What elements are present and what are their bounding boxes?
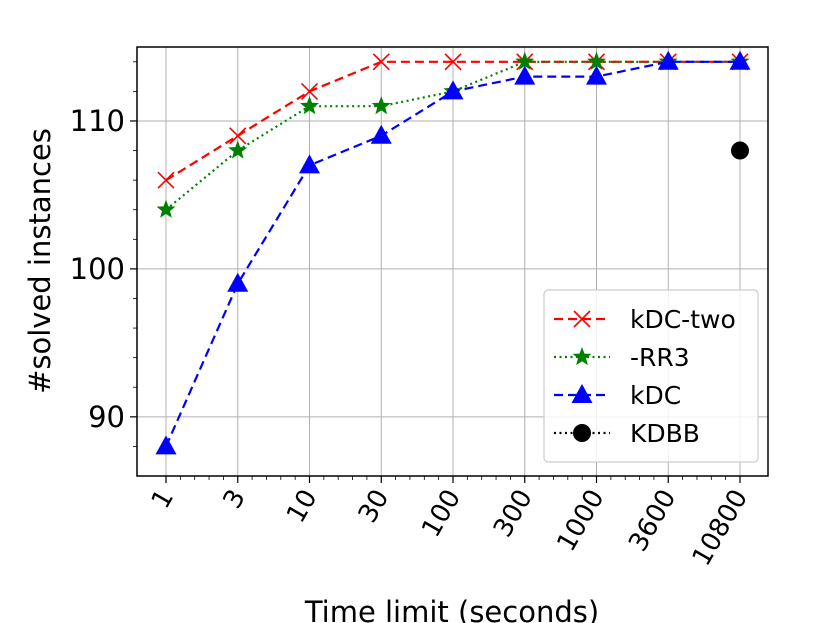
data-point (444, 53, 462, 71)
marker-stroke (157, 171, 175, 189)
legend: kDC-two -RR3 kDC KDBB (543, 289, 759, 463)
data-point (156, 199, 176, 218)
x-tick-label: 30 (353, 485, 396, 529)
legend-label: KDBB (630, 419, 700, 448)
y-tick-label: 110 (70, 104, 125, 138)
legend-item: kDC (554, 381, 681, 410)
legend-marker (573, 310, 591, 328)
legend-label: kDC (630, 381, 681, 410)
data-point (300, 82, 319, 100)
legend-box (543, 289, 759, 463)
marker-stroke (372, 53, 390, 71)
legend-item: kDC-two (554, 305, 736, 334)
legend-item: -RR3 (554, 343, 690, 372)
data-point (372, 53, 390, 71)
data-point (371, 96, 391, 115)
plot-frame (136, 46, 769, 477)
data-point (299, 96, 320, 115)
marker-stroke (444, 53, 462, 71)
marker-stroke (229, 127, 247, 145)
major-ticks (130, 120, 741, 483)
x-tick-label: 1000 (551, 485, 610, 557)
data-point (514, 65, 536, 85)
data-point (229, 127, 247, 145)
legend-item: KDBB (554, 419, 700, 448)
data-point (157, 171, 175, 189)
x-tick-label: 10 (281, 485, 324, 529)
y-tick-label: 90 (88, 400, 125, 434)
data-point (370, 124, 392, 144)
series-line (165, 60, 740, 182)
marker-stroke (573, 310, 591, 328)
data-point (657, 50, 679, 70)
data-point (227, 272, 249, 292)
y-tick-labels: 90 100 110 (70, 104, 125, 434)
data-point (155, 435, 177, 455)
data-point (442, 80, 464, 100)
x-tick-label: 3600 (623, 485, 682, 557)
marker-stroke (300, 82, 319, 100)
data-point (228, 140, 248, 159)
data-point (586, 65, 607, 85)
series-kDC (155, 50, 751, 455)
legend-label: kDC-two (630, 305, 736, 334)
series-KDBB (731, 141, 749, 160)
data-point (586, 51, 607, 70)
x-tick-label: 300 (488, 485, 539, 543)
y-axis-label: #solved instances (23, 128, 57, 394)
data-point (515, 51, 535, 70)
legend-marker (573, 424, 591, 442)
x-tick-label: 100 (416, 485, 467, 543)
data-point (299, 154, 320, 174)
data-point (731, 141, 749, 160)
x-tick-label: 3 (218, 485, 252, 514)
legend-marker (572, 347, 592, 366)
data-point (729, 50, 751, 70)
x-tick-label: 1 (146, 485, 180, 514)
x-axis-label: Time limit (seconds) (304, 595, 599, 623)
series-line (165, 60, 740, 211)
x-tick-label: 10800 (687, 485, 754, 572)
x-tick-labels: 1 3 10 30 100 300 1000 3600 10800 (146, 485, 754, 572)
series-layer (155, 50, 751, 455)
legend-marker (571, 384, 593, 403)
y-tick-label: 100 (70, 252, 125, 286)
legend-label: -RR3 (630, 343, 690, 372)
